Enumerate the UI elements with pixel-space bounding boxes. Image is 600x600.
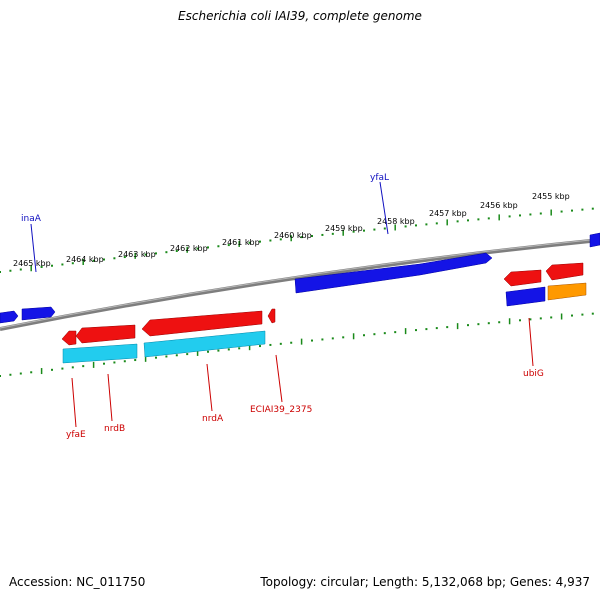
reverse-gene-feature[interactable] — [267, 308, 276, 324]
gene-label-yfaE[interactable]: yfaE — [66, 430, 86, 440]
gene-label-inaA[interactable]: inaA — [21, 214, 42, 224]
forward-gene-feature[interactable] — [0, 310, 19, 324]
scale-label-2464: 2464 kbp — [66, 255, 104, 264]
reverse-strand-features — [61, 262, 587, 364]
rna-feature[interactable] — [143, 330, 266, 358]
map-title: Escherichia coli IAI39, complete genome — [178, 9, 422, 23]
scale-label-2457: 2457 kbp — [429, 209, 467, 218]
genome-summary-text: Topology: circular; Length: 5,132,068 bp… — [260, 575, 590, 589]
accession-text: Accession: NC_011750 — [9, 575, 146, 589]
reverse-gene-feature[interactable] — [545, 262, 584, 281]
other-feature[interactable] — [547, 282, 587, 301]
forward-gene-feature[interactable] — [589, 232, 600, 248]
forward-gene-feature[interactable] — [21, 306, 56, 321]
rna-feature[interactable] — [62, 343, 138, 364]
scale-label-2460: 2460 kbp — [274, 231, 312, 240]
upper-scale-ruler — [0, 207, 594, 273]
scale-labels: 2465 kbp 2464 kbp 2463 kbp 2462 kbp 2461… — [13, 192, 570, 268]
scale-label-2461: 2461 kbp — [222, 238, 260, 247]
forward-gene-feature[interactable] — [294, 252, 493, 294]
gene-label-ubiG[interactable]: ubiG — [523, 369, 544, 379]
leader-yfaL — [379, 181, 389, 235]
gene-label-ECIAI39_2375[interactable]: ECIAI39_2375 — [250, 405, 312, 415]
scale-label-2458: 2458 kbp — [377, 217, 415, 226]
leader-ubiG — [528, 317, 534, 367]
gene-label-nrdB[interactable]: nrdB — [104, 424, 125, 434]
leader-ECIAI39_2375 — [275, 354, 283, 403]
scale-label-2465: 2465 kbp — [13, 259, 51, 268]
leader-inaA — [30, 223, 37, 273]
lower-scale-ruler — [0, 312, 594, 377]
gene-labels: inaA yfaL yfaE nrdB nrdA ECIAI39_2375 ub… — [21, 173, 544, 440]
leader-nrdB — [107, 373, 113, 422]
scale-label-2462: 2462 kbp — [170, 244, 208, 253]
scale-label-2463: 2463 kbp — [118, 250, 156, 259]
genome-backbone-highlight — [0, 238, 600, 329]
scale-label-2455: 2455 kbp — [532, 192, 570, 201]
leader-yfaE — [71, 377, 77, 428]
gene-label-nrdA[interactable]: nrdA — [202, 414, 224, 424]
leader-nrdA — [206, 363, 213, 412]
reverse-gene-feature[interactable] — [141, 310, 263, 337]
scale-label-2459: 2459 kbp — [325, 224, 363, 233]
gene-label-leaders — [30, 181, 534, 428]
genome-backbone — [0, 238, 600, 331]
reverse-gene-feature[interactable] — [503, 269, 542, 287]
scale-label-2456: 2456 kbp — [480, 201, 518, 210]
gene-label-yfaL[interactable]: yfaL — [370, 173, 389, 183]
forward-strand-features — [0, 232, 600, 324]
reverse-gene-feature[interactable] — [75, 324, 136, 344]
reverse-gene-feature[interactable] — [61, 330, 77, 346]
forward-gene-feature[interactable] — [505, 286, 546, 307]
